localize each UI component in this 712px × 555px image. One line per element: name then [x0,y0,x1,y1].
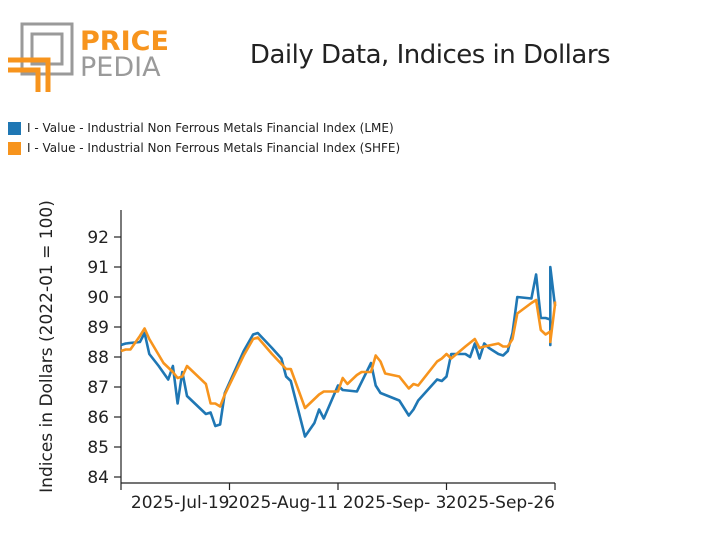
legend-swatch-lme [8,121,21,135]
x-tick-label: 2025-Aug-11 [228,493,338,513]
legend-label-shfe: I - Value - Industrial Non Ferrous Metal… [27,141,401,155]
logo-mark: PRICE PEDIA [8,22,169,92]
x-tick-label: 2025-Sep- 3 [343,493,447,513]
y-axis-label: Indices in Dollars (2022-01 = 100) [37,200,57,493]
y-tick-label: 87 [87,378,109,398]
y-tick-label: 85 [87,438,109,458]
legend-swatch-shfe [8,141,21,155]
y-tick-label: 91 [87,258,109,278]
series-line-shfe [120,298,557,410]
legend-item-shfe[interactable]: I - Value - Industrial Non Ferrous Metal… [8,138,400,158]
y-tick-label: 86 [87,408,109,428]
y-tick-label: 92 [87,228,109,248]
logo-bracket-outer [8,57,51,92]
x-tick-label: 2025-Sep-26 [446,493,555,513]
legend-item-lme[interactable]: I - Value - Industrial Non Ferrous Metal… [8,118,400,138]
logo-pedia-text: PEDIA [80,52,161,83]
y-tick-label: 90 [87,288,109,308]
y-tick-label: 88 [87,348,109,368]
chart-legend: I - Value - Industrial Non Ferrous Metal… [8,118,400,158]
pricepedia-logo: PRICE PEDIA [8,22,169,92]
logo-price-text: PRICE [80,26,168,57]
y-tick-label: 84 [87,468,109,488]
legend-label-lme: I - Value - Industrial Non Ferrous Metal… [27,121,394,135]
logo-bracket-inner [8,67,41,92]
series-line-lme [120,265,557,438]
chart-title: Daily Data, Indices in Dollars [249,40,611,70]
y-tick-label: 89 [87,318,109,338]
x-tick-label: 2025-Jul-19 [131,493,230,513]
